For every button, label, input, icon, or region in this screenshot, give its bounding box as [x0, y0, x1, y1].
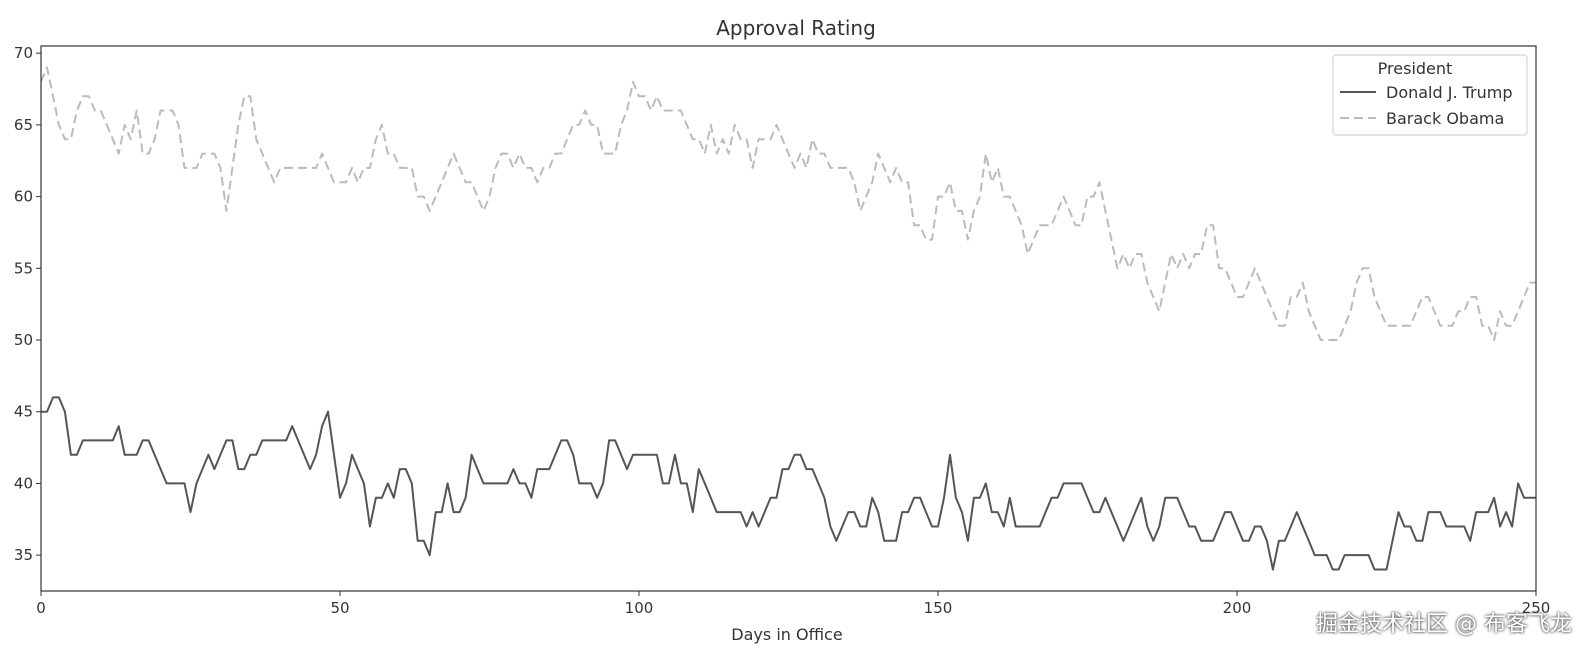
plot-frame [40, 45, 1537, 592]
x-axis: 0 50 100 150 200 250 [36, 591, 1550, 617]
y-tick-label: 50 [14, 331, 33, 349]
x-tick-label: 50 [330, 599, 349, 617]
x-tick-label: 200 [1223, 599, 1252, 617]
legend: President Donald J. Trump Barack Obama [1332, 54, 1528, 136]
legend-entry-label: Donald J. Trump [1386, 83, 1513, 102]
y-tick-label: 60 [14, 188, 33, 206]
watermark: 掘金技术社区 @ 布客飞龙 [1316, 612, 1572, 637]
legend-box [1332, 54, 1528, 136]
x-axis-label: Days in Office [731, 625, 842, 644]
plot-area [40, 66, 1536, 571]
y-tick-label: 70 [14, 44, 33, 62]
x-tick-label: 100 [625, 599, 654, 617]
series-line-obama [40, 66, 1536, 341]
y-axis: 35 40 45 50 55 60 65 70 [14, 44, 41, 564]
x-tick-label: 250 [1522, 599, 1551, 617]
x-tick-label: 0 [36, 599, 46, 617]
chart-title: Approval Rating [716, 16, 876, 40]
x-tick-label: 150 [924, 599, 953, 617]
legend-entry-label: Barack Obama [1386, 109, 1504, 128]
series-line-trump [41, 396, 1536, 571]
legend-title: President [1378, 59, 1453, 78]
y-tick-label: 40 [14, 474, 33, 492]
y-tick-label: 35 [14, 546, 33, 564]
y-tick-label: 65 [14, 116, 33, 134]
y-tick-label: 55 [14, 259, 33, 277]
y-tick-label: 45 [14, 403, 33, 421]
